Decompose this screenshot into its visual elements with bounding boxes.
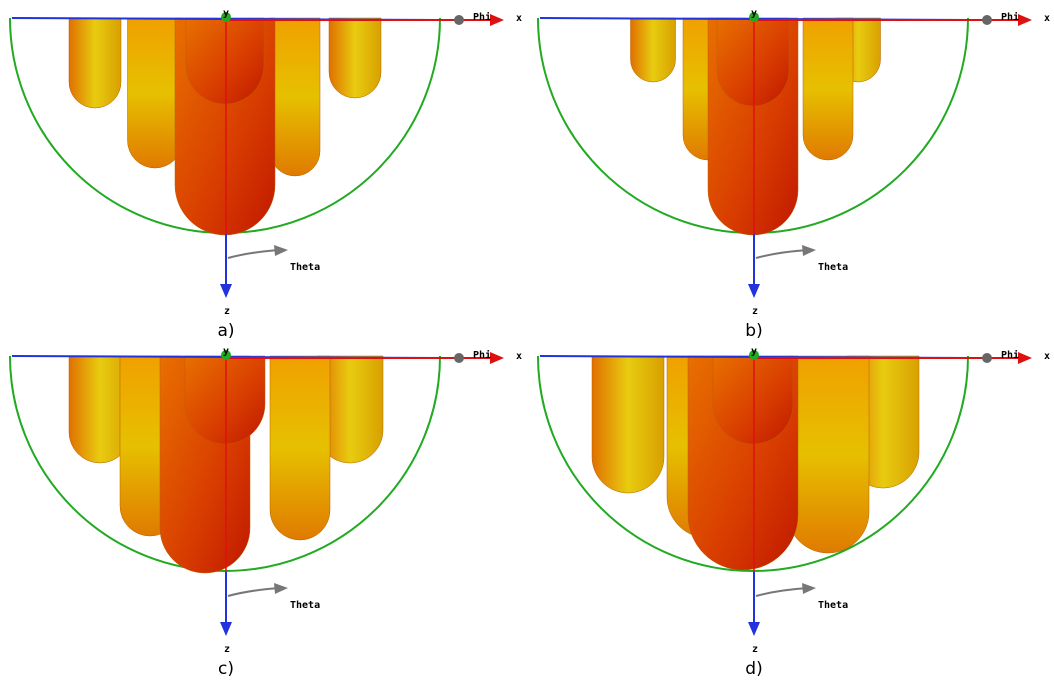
- reference-circle: [9, 355, 441, 572]
- theta-arrow: [755, 587, 809, 597]
- x-label: x: [516, 351, 522, 362]
- theta-label: Theta: [290, 600, 320, 611]
- panel-caption: c): [218, 659, 234, 679]
- theta-arrowhead: [274, 245, 288, 256]
- radiation-lobe: [328, 17, 382, 99]
- x-label: x: [516, 13, 522, 24]
- x-arrow: [490, 14, 504, 26]
- z-label: z: [224, 644, 230, 655]
- radiation-lobe: [712, 355, 794, 445]
- theta-label: Theta: [818, 600, 848, 611]
- x-label: x: [1044, 13, 1050, 24]
- theta-arrowhead: [802, 245, 816, 256]
- panel-caption: d): [745, 659, 762, 679]
- z-arrow: [748, 284, 760, 298]
- radiation-lobe: [127, 17, 183, 169]
- theta-label: Theta: [290, 262, 320, 273]
- radiation-lobe: [802, 17, 854, 161]
- z-arrow: [220, 622, 232, 636]
- phi-dot: [454, 15, 464, 25]
- radiation-lobe: [716, 17, 790, 107]
- radiation-lobe: [269, 355, 331, 541]
- z-label: z: [752, 306, 758, 317]
- z-label: z: [224, 306, 230, 317]
- theta-arrow: [227, 587, 281, 597]
- y-label: y: [223, 8, 229, 19]
- theta-arrow: [227, 249, 281, 259]
- origin-dot: [749, 350, 759, 360]
- pattern-panel: y Phi x Theta z a): [9, 8, 522, 341]
- radiation-lobe: [786, 355, 870, 554]
- theta-label: Theta: [818, 262, 848, 273]
- phi-label: Phi: [1001, 11, 1019, 23]
- theta-arrow: [755, 249, 809, 259]
- theta-arrowhead: [802, 583, 816, 594]
- x-arrow: [1018, 352, 1032, 364]
- phi-dot: [982, 353, 992, 363]
- reference-circle: [537, 355, 969, 572]
- z-arrow: [220, 284, 232, 298]
- radiation-lobe: [185, 17, 265, 105]
- theta-arrowhead: [274, 583, 288, 594]
- y-label: y: [751, 346, 757, 357]
- z-label: z: [752, 644, 758, 655]
- x-label: x: [1044, 351, 1050, 362]
- y-label: y: [751, 8, 757, 19]
- origin-dot: [749, 12, 759, 22]
- phi-label: Phi: [473, 11, 491, 23]
- origin-dot: [221, 12, 231, 22]
- x-arrow: [490, 352, 504, 364]
- x-arrow: [1018, 14, 1032, 26]
- radiation-lobe: [184, 355, 266, 445]
- phi-label: Phi: [1001, 349, 1019, 361]
- panel-caption: b): [745, 321, 762, 341]
- pattern-panel: y Phi x Theta z c): [9, 346, 522, 679]
- phi-dot: [454, 353, 464, 363]
- origin-dot: [221, 350, 231, 360]
- pattern-panel: y Phi x Theta z d): [537, 346, 1050, 679]
- radiation-lobe: [68, 17, 122, 109]
- phi-label: Phi: [473, 349, 491, 361]
- y-label: y: [223, 346, 229, 357]
- radiation-lobe: [630, 17, 676, 83]
- phi-dot: [982, 15, 992, 25]
- z-arrow: [748, 622, 760, 636]
- pattern-panel: y Phi x Theta z b): [537, 8, 1050, 341]
- panel-caption: a): [217, 321, 234, 341]
- radiation-lobe: [591, 355, 665, 494]
- radiation-lobe: [269, 17, 321, 177]
